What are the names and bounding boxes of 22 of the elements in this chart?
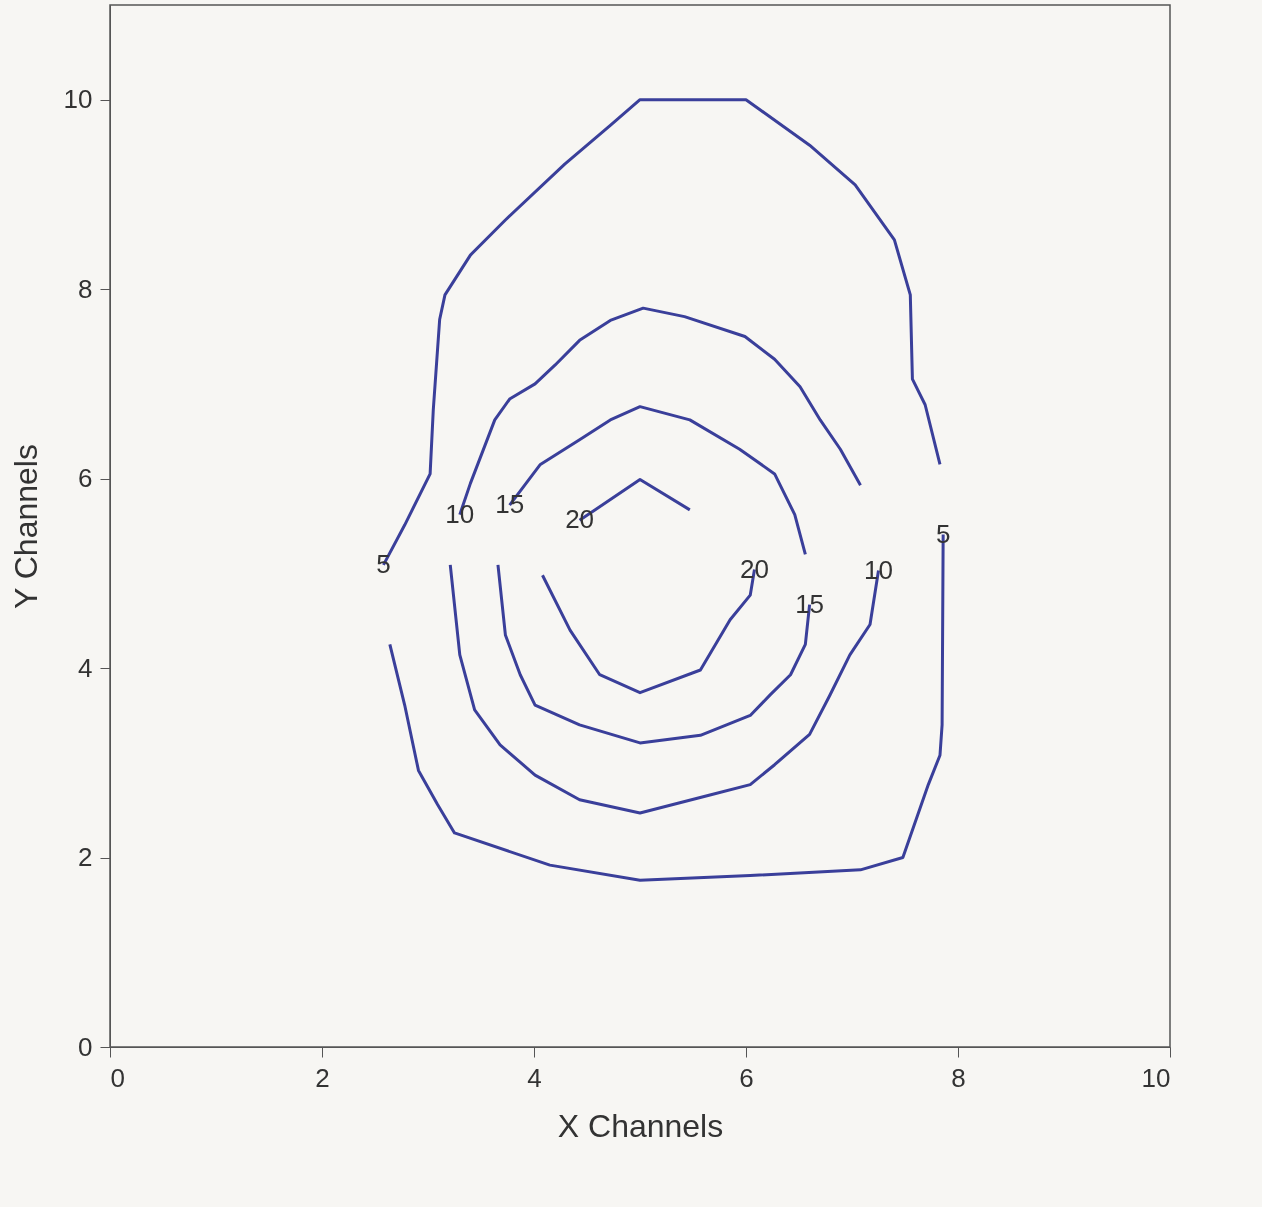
y-tick-label: 6 <box>78 463 93 494</box>
y-tick-label: 10 <box>63 84 93 115</box>
x-tick-label: 2 <box>315 1062 330 1093</box>
y-axis-title: Y Channels <box>7 444 44 609</box>
x-tick-label: 0 <box>110 1062 125 1093</box>
x-axis-title: X Channels <box>557 1107 724 1144</box>
series-label: 20 <box>565 504 595 535</box>
series-label: 5 <box>935 518 951 549</box>
series-label: 10 <box>864 554 893 585</box>
y-tick-label: 4 <box>78 652 93 683</box>
x-tick-label: 6 <box>739 1062 754 1093</box>
series-label: 20 <box>740 553 769 584</box>
series-label: 5 <box>376 548 391 579</box>
series-label: 10 <box>445 498 475 529</box>
y-tick-label: 0 <box>78 1031 93 1062</box>
series-label: 15 <box>495 489 525 520</box>
x-tick-label: 4 <box>527 1062 542 1093</box>
y-tick-label: 8 <box>78 273 93 304</box>
series-label: 15 <box>795 588 825 619</box>
y-tick-label: 2 <box>78 842 93 873</box>
x-tick-label: 8 <box>951 1062 966 1093</box>
x-tick-label: 10 <box>1141 1062 1171 1093</box>
